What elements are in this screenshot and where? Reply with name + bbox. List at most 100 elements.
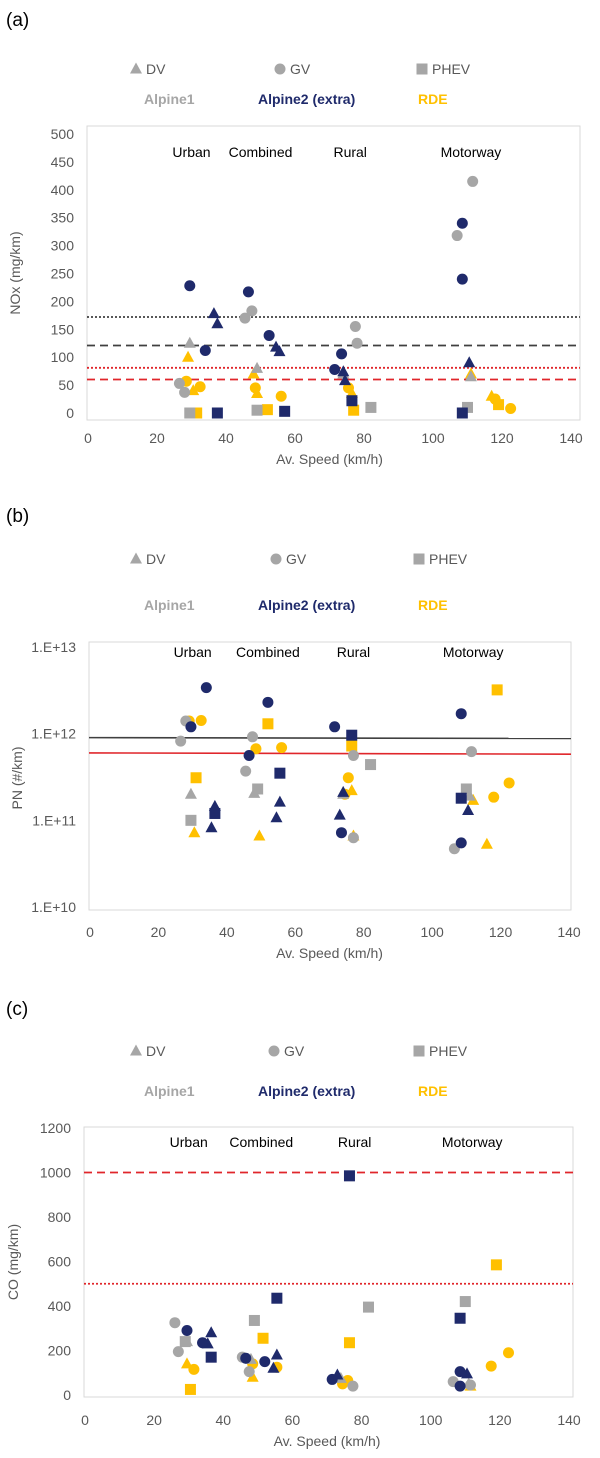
data-point-gv-alpine1 — [239, 312, 251, 324]
data-point-phev-alpine1 — [362, 1301, 374, 1313]
chart-panel-1: (a) DV GV PHEV Alpine1 Alpine2 (extra) RDE 0 50 1… — [6, 10, 583, 467]
legend-label-phev: PHEV — [429, 1043, 468, 1059]
data-point-dv-alpine2-extra — [461, 1367, 474, 1379]
zone-label-motorway: Motorway — [442, 1134, 503, 1150]
data-point-phev-alpine1 — [460, 783, 472, 795]
x-tick-label: 120 — [489, 924, 513, 940]
data-point-gv-alpine2-extra — [329, 363, 341, 375]
data-point-phev-alpine1 — [184, 407, 196, 419]
x-tick-label: 100 — [420, 924, 444, 940]
y-tick-label: 300 — [51, 238, 75, 254]
legend-source-2: RDE — [418, 1083, 448, 1099]
legend-marker-dv — [130, 1044, 142, 1056]
data-point-dv-rde — [480, 837, 493, 849]
data-point-dv-rde — [182, 350, 195, 362]
data-point-gv-alpine2-extra — [259, 1356, 271, 1368]
data-point-dv-alpine2-extra — [207, 307, 220, 319]
data-point-gv-alpine2-extra — [454, 1380, 466, 1392]
data-point-gv-alpine2-extra — [263, 329, 275, 341]
data-point-dv-alpine2-extra — [270, 1348, 283, 1360]
data-point-dv-rde — [188, 826, 201, 838]
y-tick-label: 100 — [51, 349, 75, 365]
x-tick-label: 60 — [287, 924, 303, 940]
data-point-dv-rde — [345, 386, 358, 398]
data-point-gv-rde — [275, 390, 287, 402]
data-point-gv-alpine1 — [349, 321, 361, 333]
x-tick-label: 100 — [421, 430, 445, 446]
data-point-phev-rde — [491, 684, 503, 696]
x-tick-label: 100 — [419, 1412, 443, 1428]
data-point-dv-rde — [247, 367, 260, 379]
chart-panel-2: (b) DV GV PHEV Alpine1 Alpine2 (extra) RDE 1.E+… — [6, 506, 581, 961]
y-axis-label: NOx (mg/km) — [7, 231, 23, 314]
data-point-dv-alpine1 — [463, 789, 476, 801]
y-tick-label: 250 — [51, 266, 75, 282]
data-point-gv-alpine2-extra — [336, 348, 348, 360]
legend-label-phev: PHEV — [432, 61, 471, 77]
data-point-dv-alpine2-extra — [463, 356, 476, 368]
data-point-gv-alpine2-extra — [242, 286, 254, 298]
legend-marker-phev — [413, 553, 425, 565]
x-tick-label: 20 — [151, 924, 167, 940]
plot-frame — [86, 125, 581, 421]
x-tick-label: 0 — [81, 1412, 89, 1428]
data-point-gv-rde — [188, 1363, 200, 1375]
data-point-gv-alpine1 — [175, 735, 187, 747]
legend-marker-gv — [274, 63, 286, 75]
data-point-gv-alpine2-extra — [197, 1337, 209, 1349]
data-point-phev-alpine2-extra — [211, 407, 223, 419]
data-point-gv-alpine1 — [247, 731, 259, 743]
y-tick-label: 400 — [51, 182, 75, 198]
y-tick-label: 1.E+10 — [31, 899, 76, 915]
x-axis-label: Av. Speed (km/h) — [274, 1433, 381, 1449]
legend-label-gv: GV — [290, 61, 311, 77]
legend-label-dv: DV — [146, 61, 166, 77]
y-tick-label: 450 — [51, 154, 75, 170]
y-tick-label: 200 — [48, 1343, 72, 1359]
zone-label-urban: Urban — [170, 1134, 208, 1150]
data-point-dv-alpine2-extra — [211, 317, 224, 329]
legend-label-dv: DV — [146, 551, 166, 567]
y-axis-label: CO (mg/km) — [5, 1224, 21, 1300]
legend-source-0: Alpine1 — [144, 597, 195, 613]
data-point-phev-alpine1 — [459, 1296, 471, 1308]
limit-line-solid — [88, 736, 572, 740]
data-point-phev-alpine1 — [251, 404, 263, 416]
data-point-gv-alpine2-extra — [456, 217, 468, 229]
data-point-dv-alpine2-extra — [273, 795, 286, 807]
data-point-phev-alpine1 — [365, 759, 377, 771]
data-point-gv-alpine1 — [246, 305, 258, 317]
data-point-gv-alpine2-extra — [455, 708, 467, 720]
data-point-dv-alpine2-extra — [462, 803, 475, 815]
data-point-gv-rde — [485, 1360, 497, 1372]
data-point-phev-rde — [493, 399, 505, 411]
legend-marker-gv — [270, 553, 282, 565]
x-tick-label: 120 — [488, 1412, 512, 1428]
data-point-phev-alpine2-extra — [343, 1170, 355, 1182]
legend-label-gv: GV — [286, 551, 307, 567]
data-point-phev-rde — [348, 404, 360, 416]
data-point-gv-alpine1 — [351, 337, 363, 349]
data-point-phev-rde — [346, 740, 358, 752]
data-point-gv-rde — [342, 382, 354, 394]
legend-label-gv: GV — [284, 1043, 305, 1059]
data-point-dv-alpine2-extra — [205, 821, 218, 833]
legend-marker-dv — [130, 552, 142, 564]
legend-marker-gv — [268, 1045, 280, 1057]
x-tick-label: 140 — [559, 430, 583, 446]
data-point-phev-rde — [191, 407, 203, 419]
y-tick-label: 0 — [66, 405, 74, 421]
data-point-phev-rde — [262, 718, 274, 730]
data-point-gv-rde — [488, 791, 500, 803]
x-tick-label: 60 — [287, 430, 303, 446]
data-point-gv-alpine1 — [347, 832, 359, 844]
data-point-dv-alpine1 — [183, 336, 196, 348]
legend-marker-phev — [416, 63, 428, 75]
data-point-gv-alpine1 — [347, 749, 359, 761]
data-point-phev-alpine2-extra — [205, 1351, 217, 1363]
data-point-gv-alpine2-extra — [326, 1373, 338, 1385]
legend-marker-phev — [413, 1045, 425, 1057]
y-tick-label: 50 — [58, 377, 74, 393]
data-point-phev-rde — [257, 1332, 269, 1344]
